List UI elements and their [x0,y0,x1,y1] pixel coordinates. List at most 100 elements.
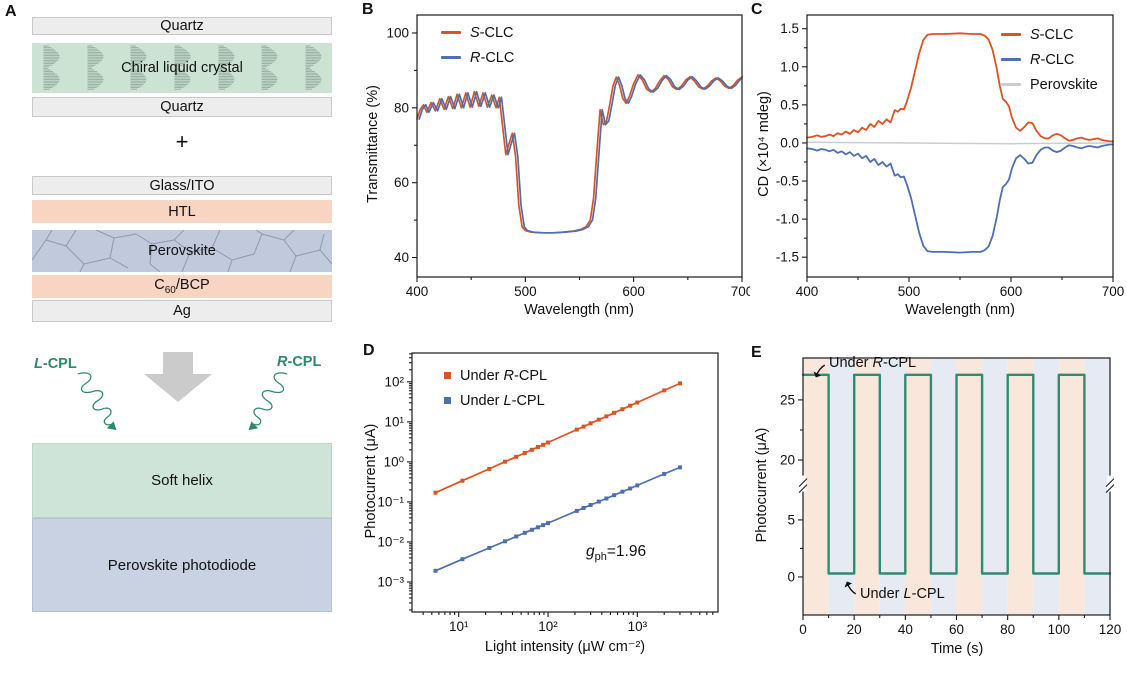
cpl-stripe [1084,358,1110,615]
under-r-cpl-point [460,478,465,483]
s-clc-cd-legend-label: S-CLC [1030,26,1074,43]
under-l-cpl-point [541,523,546,528]
under-r-cpl-point [604,414,609,419]
under-l-cpl-point [503,539,507,544]
y-tick-label: 1.0 [780,59,799,74]
under-l-cpl-point [604,496,609,501]
under-l-cpl-point [662,471,667,476]
under-r-cpl-annotation: Under R-CPL [812,355,916,380]
under-r-cpl-point [678,381,682,386]
under-r-cpl-point [487,466,492,471]
cpl-stripe [854,358,880,615]
under-r-cpl-point [662,388,667,393]
photocurrent-switching-curve [801,373,1112,575]
perovskite-cd-legend-label: Perovskite [1030,76,1098,93]
legend-item-r-clc: R-CLC [441,45,514,70]
photocurrent-intensity-chart: 10¹ 10² 10³ 10⁻³ 10⁻² 10⁻¹ 10⁰ 10¹ 10² [377,352,719,634]
legend-item-s-clc: S-CLC [441,20,514,45]
layer-ag-label: Ag [173,303,191,319]
helix-icon [218,45,235,90]
y-tick-label: 10¹ [384,414,404,429]
under-r-cpl-point [620,407,625,412]
under-l-cpl-point [588,503,593,507]
cpl-stripe [930,358,957,615]
x-tick-label: 10³ [628,619,648,634]
under-l-cpl-point [529,527,534,532]
x-tick-label: 80 [1000,622,1015,637]
layer-quartz-top: Quartz [32,17,332,35]
panel-e-label: E [751,344,762,361]
panel-c-label: C [751,1,763,18]
legend-item-r-clc-cd: R-CLC [1001,47,1098,72]
r-clc-cd-legend-label: R-CLC [1030,51,1075,68]
under-r-cpl-legend-label: Under R-CPL [460,367,548,384]
cpl-stripe [879,358,906,615]
panel-a-label: A [5,3,17,20]
x-tick-label: 120 [1099,622,1122,637]
legend-item-under-r-cpl: Under R-CPL [444,363,547,388]
r-cpl-label: R-CPL [277,354,322,370]
photocurrent-switching-chart: 0 20 40 60 80 100 120 0 5 20 25 [780,357,1122,637]
y-tick-label: 10⁻³ [377,574,404,589]
y-tick-label: 10⁻² [377,534,404,549]
layer-perovskite-label: Perovskite [148,243,216,259]
y-tick-label: -1.0 [776,212,799,227]
x-tick-label: 100 [1048,622,1071,637]
y-tick-label: 1.5 [780,21,799,36]
under-l-cpl-point [487,545,492,550]
under-r-cpl-point [522,450,527,455]
under-l-cpl-point [460,557,465,562]
grain-boundaries-icon [32,230,332,272]
layer-htl-label: HTL [168,203,196,220]
transmittance-chart: 400 500 600 700 40 60 80 100 [386,14,750,299]
y-tick-label: -0.5 [776,174,799,189]
under-l-cpl-point [535,525,540,530]
cpl-stripe [905,358,931,615]
legend-item-s-clc-cd: S-CLC [1001,22,1098,47]
perovskite-photodiode-box: Perovskite photodiode [32,518,332,612]
cpl-stripe [1058,358,1085,615]
layer-clc-label: Chiral liquid crystal [121,60,243,76]
under-r-cpl-point [596,417,601,422]
c-legend: S-CLC R-CLC Perovskite [1001,22,1098,97]
perovskite-photodiode-label: Perovskite photodiode [107,556,257,574]
helix-icon [43,45,60,90]
b-y-axis-label: Transmittance (%) [365,85,381,203]
under-r-cpl-point [529,447,534,452]
x-tick-label: 400 [796,284,819,299]
cd-spectra-chart: 400 500 600 700 -1.5 -1.0 -0.5 0.0 0.5 1.0 1.5 [776,14,1124,299]
c-x-axis-label: Wavelength (nm) [905,302,1015,318]
under-l-cpl-point [635,483,640,488]
x-tick-label: 60 [949,622,964,637]
r-clc-curve [418,74,743,234]
x-tick-label: 20 [847,622,862,637]
helix-icon [130,45,147,90]
cpl-stripe [982,358,1008,615]
axis-break-mask [1107,475,1113,492]
layer-perovskite: Perovskite [32,230,332,272]
cpl-stripe [803,358,829,615]
cpl-stripe [956,358,983,615]
y-tick-label: 20 [780,453,795,468]
layer-c60-bcp: C60/BCP [32,275,332,298]
panel-b-label: B [362,1,374,18]
y-tick-label: 5 [787,512,795,527]
s-clc-cd-swatch [1001,33,1021,36]
axis-break-slash [1105,484,1115,494]
arrow-up-left-icon [844,581,857,595]
under-r-cpl-point [574,427,579,432]
y-tick-label: 60 [394,175,409,190]
under-l-cpl-point [612,493,617,498]
down-arrow-icon [144,352,212,402]
s-clc-swatch [441,31,461,34]
x-tick-label: 600 [622,284,645,299]
under-r-cpl-point [581,424,586,429]
under-r-cpl-point [635,400,640,405]
s-clc-legend-label: S-CLC [470,24,514,41]
y-tick-label: 0.0 [780,135,799,150]
x-tick-label: 400 [406,284,429,299]
y-tick-label: 0 [787,569,795,584]
layer-c60-bcp-label: C60/BCP [154,277,210,296]
helix-icon [305,45,322,90]
axis-break-slash [1105,478,1115,488]
